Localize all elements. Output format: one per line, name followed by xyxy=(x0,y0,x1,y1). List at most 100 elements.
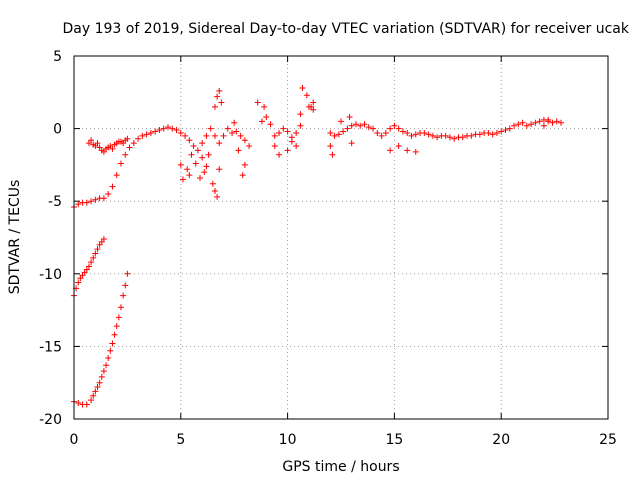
data-point xyxy=(83,199,90,206)
data-point xyxy=(113,323,120,330)
data-point xyxy=(107,347,114,354)
data-point xyxy=(199,140,206,147)
data-point xyxy=(399,128,406,135)
plot-frame xyxy=(73,55,609,420)
data-point xyxy=(216,166,223,173)
data-point xyxy=(179,176,186,183)
data-point xyxy=(348,140,355,147)
y-tick-label: -20 xyxy=(39,412,62,428)
data-point xyxy=(338,118,344,125)
data-point xyxy=(164,124,171,131)
data-point xyxy=(387,147,394,154)
data-point xyxy=(177,129,184,136)
data-point xyxy=(352,121,359,128)
data-point xyxy=(284,147,291,154)
data-point xyxy=(156,127,163,134)
data-point xyxy=(211,132,218,139)
data-point xyxy=(271,143,278,150)
data-point xyxy=(408,132,415,139)
data-point xyxy=(139,132,146,139)
data-point xyxy=(387,125,394,132)
data-point xyxy=(111,331,118,338)
data-point xyxy=(434,134,441,141)
data-point xyxy=(239,172,246,179)
data-point xyxy=(192,160,199,167)
y-tick-label: -10 xyxy=(39,267,62,283)
data-point xyxy=(346,113,353,120)
data-point xyxy=(237,132,244,139)
data-point xyxy=(374,129,381,136)
data-point xyxy=(327,143,334,150)
data-point xyxy=(92,196,99,203)
data-point xyxy=(177,161,184,168)
data-point xyxy=(267,121,274,128)
data-point xyxy=(545,116,552,123)
data-point xyxy=(75,279,82,286)
data-point xyxy=(241,137,248,144)
data-point xyxy=(246,143,253,150)
data-point xyxy=(205,151,212,158)
data-point xyxy=(88,198,95,205)
data-point xyxy=(489,131,496,138)
data-point xyxy=(75,201,82,208)
data-point xyxy=(271,132,278,139)
data-point xyxy=(109,340,116,347)
data-point xyxy=(83,401,90,408)
data-point xyxy=(235,147,242,154)
y-tick-label: -15 xyxy=(39,339,62,355)
x-tick-label: 25 xyxy=(599,432,617,448)
data-point xyxy=(536,118,543,125)
data-point xyxy=(190,143,197,150)
data-point xyxy=(218,99,225,106)
data-point xyxy=(558,119,565,126)
y-tick-labels: -20 -15 -10 -5 0 5 xyxy=(39,49,62,428)
data-point xyxy=(103,362,110,369)
data-point xyxy=(329,151,336,158)
data-point xyxy=(211,103,218,110)
data-point xyxy=(188,151,195,158)
data-point xyxy=(90,254,97,261)
data-point xyxy=(124,135,131,142)
data-point xyxy=(261,103,268,110)
data-point xyxy=(293,129,300,136)
data-point xyxy=(476,131,483,138)
data-point xyxy=(344,125,351,132)
data-point xyxy=(231,119,238,126)
data-point xyxy=(468,132,475,139)
data-point xyxy=(391,122,398,129)
data-point xyxy=(502,127,509,134)
data-point xyxy=(203,163,210,170)
data-point xyxy=(90,392,97,399)
data-point xyxy=(515,121,522,128)
data-point xyxy=(335,131,342,138)
data-point xyxy=(105,355,112,362)
x-tick-label: 15 xyxy=(385,432,403,448)
data-point xyxy=(258,118,265,125)
data-point xyxy=(201,169,208,176)
data-point xyxy=(519,119,526,126)
data-point xyxy=(365,124,372,131)
data-point xyxy=(75,400,82,407)
data-point xyxy=(199,154,206,161)
data-point xyxy=(395,143,402,150)
data-point xyxy=(115,314,122,321)
data-point xyxy=(94,384,101,391)
data-point xyxy=(194,147,201,154)
data-point xyxy=(233,128,240,135)
data-point xyxy=(126,144,133,151)
data-point xyxy=(100,195,107,202)
data-point xyxy=(284,128,291,135)
data-point xyxy=(310,106,317,113)
data-point xyxy=(357,122,364,129)
data-point xyxy=(105,190,112,197)
data-point xyxy=(100,235,107,242)
data-point xyxy=(276,151,283,158)
data-point xyxy=(446,134,453,141)
data-point xyxy=(442,132,449,139)
data-point xyxy=(96,379,103,386)
data-point xyxy=(216,140,223,147)
data-point xyxy=(220,132,227,139)
data-point xyxy=(553,118,560,125)
data-point xyxy=(122,282,129,289)
y-tick-label: -5 xyxy=(48,194,62,210)
